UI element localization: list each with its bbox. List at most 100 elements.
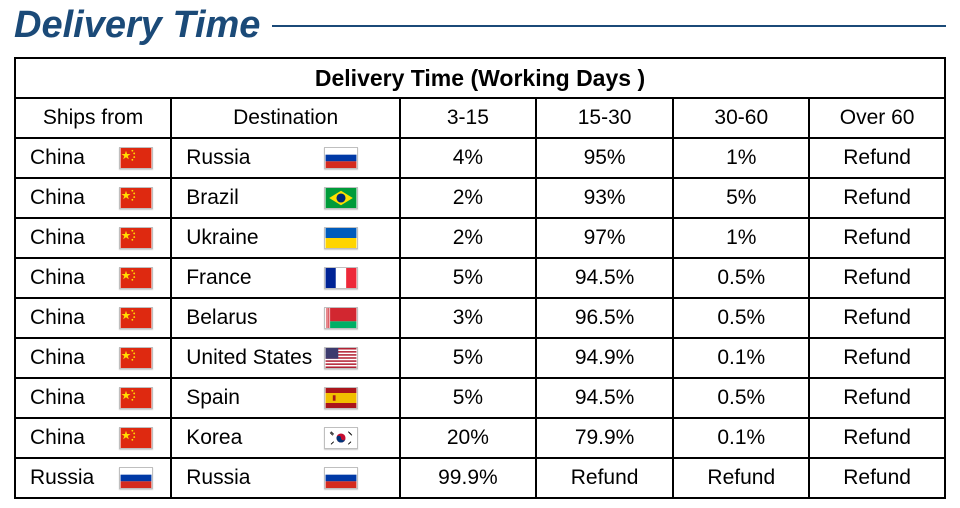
flag-icon bbox=[119, 307, 153, 329]
cell-range-b: 94.9% bbox=[536, 338, 674, 378]
table-row: China France 5%94.5%0.5%Refund bbox=[15, 258, 945, 298]
cell-range-a: 3% bbox=[400, 298, 536, 338]
ships-from-label: China bbox=[30, 386, 119, 410]
cell-range-d: Refund bbox=[809, 338, 945, 378]
col-range-over-60: Over 60 bbox=[809, 98, 945, 138]
cell-ships-from: China bbox=[15, 218, 171, 258]
ships-from-label: China bbox=[30, 266, 119, 290]
table-row: RussiaRussia99.9%RefundRefundRefund bbox=[15, 458, 945, 498]
destination-label: Russia bbox=[186, 146, 324, 170]
ships-from-label: China bbox=[30, 426, 119, 450]
table-caption: Delivery Time (Working Days ) bbox=[15, 58, 945, 98]
table-row: China United States 5%94.9%0.1%Refund bbox=[15, 338, 945, 378]
cell-destination: Korea bbox=[171, 418, 400, 458]
destination-label: Korea bbox=[186, 426, 324, 450]
cell-ships-from: China bbox=[15, 378, 171, 418]
flag-icon bbox=[119, 347, 153, 369]
cell-destination: Belarus bbox=[171, 298, 400, 338]
cell-range-d: Refund bbox=[809, 458, 945, 498]
cell-range-a: 4% bbox=[400, 138, 536, 178]
cell-ships-from: China bbox=[15, 298, 171, 338]
col-range-30-60: 30-60 bbox=[673, 98, 809, 138]
ships-from-label: China bbox=[30, 186, 119, 210]
cell-range-c: Refund bbox=[673, 458, 809, 498]
flag-icon bbox=[324, 387, 358, 409]
cell-destination: United States bbox=[171, 338, 400, 378]
cell-range-b: 93% bbox=[536, 178, 674, 218]
destination-label: United States bbox=[186, 346, 324, 370]
cell-range-a: 99.9% bbox=[400, 458, 536, 498]
cell-range-d: Refund bbox=[809, 178, 945, 218]
table-row: ChinaUkraine2%97%1%Refund bbox=[15, 218, 945, 258]
destination-label: France bbox=[186, 266, 324, 290]
table-row: China Belarus3%96.5%0.5%Refund bbox=[15, 298, 945, 338]
flag-icon bbox=[119, 387, 153, 409]
cell-range-b: Refund bbox=[536, 458, 674, 498]
cell-ships-from: China bbox=[15, 418, 171, 458]
flag-icon bbox=[324, 467, 358, 489]
cell-destination: France bbox=[171, 258, 400, 298]
cell-destination: Ukraine bbox=[171, 218, 400, 258]
cell-range-a: 20% bbox=[400, 418, 536, 458]
flag-icon bbox=[324, 147, 358, 169]
cell-ships-from: China bbox=[15, 258, 171, 298]
table-row: China Spain 5%94.5%0.5%Refund bbox=[15, 378, 945, 418]
cell-destination: Spain bbox=[171, 378, 400, 418]
cell-ships-from: China bbox=[15, 338, 171, 378]
cell-ships-from: China bbox=[15, 138, 171, 178]
cell-range-a: 5% bbox=[400, 378, 536, 418]
cell-range-c: 0.1% bbox=[673, 418, 809, 458]
cell-destination: Brazil bbox=[171, 178, 400, 218]
title-rule-line bbox=[272, 25, 946, 27]
cell-range-c: 0.5% bbox=[673, 378, 809, 418]
table-header-row: Ships from Destination 3-15 15-30 30-60 … bbox=[15, 98, 945, 138]
flag-icon bbox=[119, 147, 153, 169]
cell-range-d: Refund bbox=[809, 378, 945, 418]
flag-icon bbox=[119, 267, 153, 289]
cell-range-c: 0.1% bbox=[673, 338, 809, 378]
col-ships-from: Ships from bbox=[15, 98, 171, 138]
cell-range-d: Refund bbox=[809, 258, 945, 298]
destination-label: Ukraine bbox=[186, 226, 324, 250]
cell-range-d: Refund bbox=[809, 218, 945, 258]
cell-range-b: 96.5% bbox=[536, 298, 674, 338]
cell-range-c: 1% bbox=[673, 218, 809, 258]
ships-from-label: China bbox=[30, 306, 119, 330]
cell-range-a: 5% bbox=[400, 258, 536, 298]
cell-range-c: 0.5% bbox=[673, 258, 809, 298]
destination-label: Russia bbox=[186, 466, 324, 490]
ships-from-label: China bbox=[30, 146, 119, 170]
cell-range-a: 2% bbox=[400, 178, 536, 218]
table-row: China Korea 20%79.9%0.1%Refund bbox=[15, 418, 945, 458]
destination-label: Spain bbox=[186, 386, 324, 410]
col-range-3-15: 3-15 bbox=[400, 98, 536, 138]
page-title: Delivery Time bbox=[14, 4, 260, 47]
table-row: ChinaRussia4%95%1%Refund bbox=[15, 138, 945, 178]
table-row: China Brazil 2%93%5%Refund bbox=[15, 178, 945, 218]
cell-destination: Russia bbox=[171, 138, 400, 178]
flag-icon bbox=[119, 467, 153, 489]
flag-icon bbox=[119, 187, 153, 209]
flag-icon bbox=[324, 427, 358, 449]
cell-range-b: 79.9% bbox=[536, 418, 674, 458]
flag-icon bbox=[324, 347, 358, 369]
page-title-row: Delivery Time bbox=[14, 4, 946, 47]
cell-range-b: 94.5% bbox=[536, 378, 674, 418]
flag-icon bbox=[119, 227, 153, 249]
cell-range-d: Refund bbox=[809, 138, 945, 178]
ships-from-label: China bbox=[30, 226, 119, 250]
flag-icon bbox=[324, 307, 358, 329]
cell-range-d: Refund bbox=[809, 298, 945, 338]
ships-from-label: Russia bbox=[30, 466, 119, 490]
cell-range-c: 5% bbox=[673, 178, 809, 218]
destination-label: Brazil bbox=[186, 186, 324, 210]
cell-range-c: 0.5% bbox=[673, 298, 809, 338]
cell-range-a: 5% bbox=[400, 338, 536, 378]
flag-icon bbox=[324, 187, 358, 209]
cell-range-d: Refund bbox=[809, 418, 945, 458]
table-caption-row: Delivery Time (Working Days ) bbox=[15, 58, 945, 98]
cell-range-b: 95% bbox=[536, 138, 674, 178]
cell-range-b: 97% bbox=[536, 218, 674, 258]
cell-range-b: 94.5% bbox=[536, 258, 674, 298]
cell-destination: Russia bbox=[171, 458, 400, 498]
